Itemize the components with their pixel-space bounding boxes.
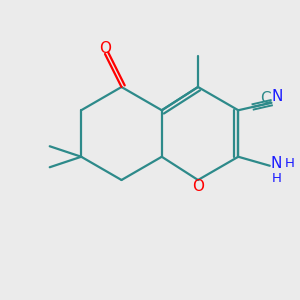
Text: N: N (271, 156, 282, 171)
Text: C: C (260, 91, 271, 106)
Text: N: N (272, 88, 283, 104)
Text: H: H (272, 172, 281, 185)
Text: O: O (99, 41, 111, 56)
Text: O: O (193, 179, 205, 194)
Text: H: H (285, 157, 295, 170)
